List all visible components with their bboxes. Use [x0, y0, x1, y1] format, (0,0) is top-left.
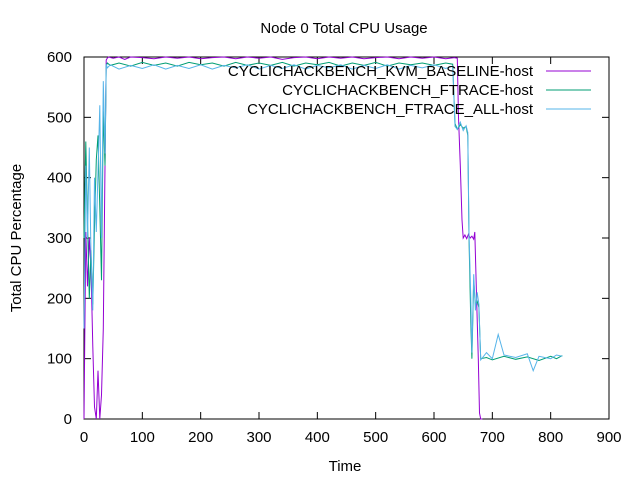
chart-title: Node 0 Total CPU Usage [260, 20, 427, 37]
x-tick-label: 0 [80, 429, 88, 446]
y-tick-label: 100 [47, 351, 72, 368]
legend: CYCLICHACKBENCH_KVM_BASELINE-host CYCLICH… [228, 63, 591, 118]
y-tick-label: 500 [47, 109, 72, 126]
legend-label-3: CYCLICHACKBENCH_FTRACE_ALL-host [247, 101, 534, 118]
y-tick-label: 200 [47, 290, 72, 307]
y-axis-label: Total CPU Percentage [8, 164, 25, 312]
x-axis-label: Time [329, 458, 362, 475]
x-tick-label: 300 [246, 429, 271, 446]
x-tick-label: 500 [363, 429, 388, 446]
series-line-1 [83, 56, 483, 420]
x-tick-label: 400 [305, 429, 330, 446]
x-tick-label: 100 [130, 429, 155, 446]
x-tick-label: 600 [421, 429, 446, 446]
y-tick-label: 0 [64, 411, 72, 428]
legend-label-2: CYCLICHACKBENCH_FTRACE-host [282, 82, 534, 99]
x-tick-label: 900 [596, 429, 621, 446]
y-tick-label: 300 [47, 230, 72, 247]
y-tick-label: 400 [47, 170, 72, 187]
y-tick-label: 600 [47, 49, 72, 66]
y-axis: 0 100 200 300 400 500 600 [47, 49, 609, 428]
x-tick-label: 200 [188, 429, 213, 446]
x-tick-label: 700 [480, 429, 505, 446]
x-tick-label: 800 [538, 429, 563, 446]
series-line-3 [83, 64, 563, 373]
legend-label-1: CYCLICHACKBENCH_KVM_BASELINE-host [228, 63, 534, 80]
x-axis: 0 100 200 300 400 500 600 700 800 900 [80, 57, 622, 446]
series-lines [83, 56, 563, 420]
